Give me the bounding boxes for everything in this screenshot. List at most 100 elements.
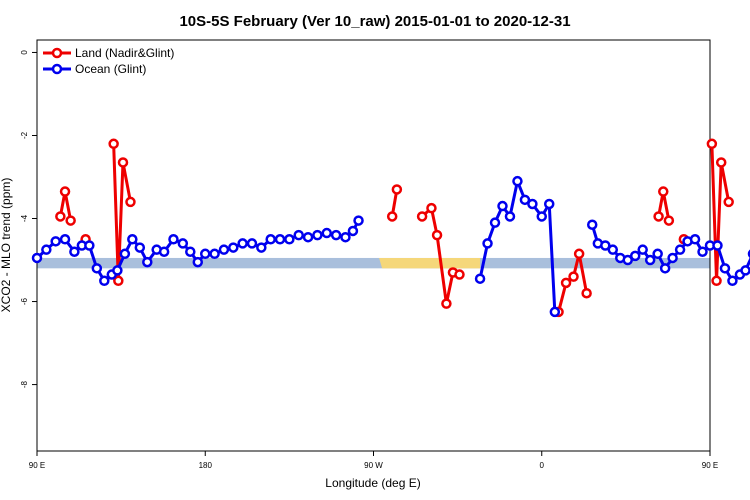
chart-title: 10S-5S February (Ver 10_raw) 2015-01-01 … [179, 13, 570, 30]
series-0-line-8 [710, 143, 731, 283]
series-1-point-0-31 [293, 229, 304, 241]
series-1-point-0-20 [192, 256, 204, 268]
series-1-point-1-10 [549, 306, 561, 318]
series-1-point-0-17 [168, 234, 179, 245]
series-1-point-0-24 [228, 242, 239, 253]
series-0-point-4-2 [431, 229, 443, 241]
series-0-point-4-3 [441, 298, 452, 309]
series-1-point-2-18 [719, 263, 731, 274]
series-1-point-0-37 [347, 225, 359, 237]
series-1-point-0-35 [330, 229, 342, 241]
series-1-point-1-6 [519, 194, 531, 206]
series-0-line-2 [112, 143, 132, 283]
series-1-point-0-11 [119, 248, 131, 260]
series-1-point-2-15 [697, 246, 708, 257]
x-tick-label-2: 90 W [364, 461, 383, 470]
series-1-point-0-36 [340, 231, 351, 243]
series-1-point-0-16 [158, 246, 170, 257]
series-1-point-0-7 [91, 263, 103, 274]
series-0-point-4-5 [454, 269, 465, 280]
series-1-point-0-18 [177, 238, 189, 249]
series-1-point-0-30 [284, 234, 295, 245]
series-0-point-8-0 [706, 138, 718, 150]
series-1-point-0-22 [209, 248, 220, 260]
series-1-point-1-1 [482, 238, 493, 249]
x-tick-label-4: 90 E [702, 461, 718, 470]
series-1-point-2-8 [644, 254, 656, 266]
series-1-point-0-34 [321, 227, 333, 239]
x-tick-label-3: 0 [540, 461, 545, 470]
series-0-point-3-0 [386, 211, 398, 222]
series-1-point-0-33 [312, 229, 323, 241]
series-0-point-6-0 [653, 211, 664, 222]
series-0-point-2-0 [108, 138, 119, 150]
ocean-band [37, 257, 710, 269]
series-1-point-2-9 [652, 248, 663, 260]
series-0-point-8-3 [723, 196, 734, 208]
series-1-point-0-13 [134, 242, 146, 253]
x-tick-label-0: 90 E [29, 461, 45, 470]
series-1-point-2-12 [674, 244, 686, 255]
series-1-point-0-28 [265, 234, 276, 245]
series-1-point-2-11 [667, 252, 678, 264]
series-1-point-2-3 [607, 244, 619, 255]
series-1-point-0-23 [218, 244, 230, 255]
y-tick-label-3: -6 [20, 297, 29, 305]
series-1-point-2-6 [629, 250, 641, 262]
series-0-point-0-2 [65, 215, 76, 226]
series-1-point-2-10 [659, 263, 671, 274]
series-0-point-2-2 [117, 157, 129, 168]
series-0-point-4-0 [416, 211, 428, 222]
series-1-point-2-21 [740, 265, 750, 276]
series-0-point-6-1 [658, 186, 669, 197]
series-0-point-2-3 [125, 196, 136, 208]
series-0-point-5-3 [573, 248, 585, 260]
series-1-point-2-0 [586, 219, 598, 230]
series-1 [31, 175, 750, 318]
series-1-point-2-5 [622, 254, 633, 266]
series-1-point-1-0 [474, 273, 486, 284]
series-1-point-0-4 [69, 246, 80, 257]
series-0-point-0-0 [55, 211, 66, 222]
legend-label-land: Land (Nadir&Glint) [75, 46, 174, 60]
series-0-point-8-2 [715, 157, 727, 168]
y-tick-label-1: -2 [20, 131, 29, 139]
series-0-point-0-1 [59, 186, 71, 197]
series-0-point-5-1 [560, 277, 572, 289]
series-1-point-0-21 [200, 248, 211, 260]
axis-ticks: 90 E 180 90 W 0 90 E 0 -2 -4 -6 -8 [20, 50, 718, 470]
series-1-point-0-38 [353, 215, 364, 226]
land-band-0 [379, 257, 481, 269]
series-0-point-3-1 [391, 184, 403, 195]
x-tick-label-1: 180 [199, 461, 213, 470]
series-1-point-0-14 [142, 256, 153, 268]
x-axis-label: Longitude (deg E) [325, 476, 420, 490]
series-1-point-0-25 [237, 238, 248, 249]
series-1-point-0-1 [41, 244, 52, 255]
legend: Land (Nadir&Glint) Ocean (Glint) [43, 46, 174, 76]
series-1-point-0-0 [31, 252, 43, 264]
series-1-point-1-2 [489, 217, 501, 228]
series-1-point-2-2 [600, 240, 611, 251]
series-1-line-0 [36, 219, 360, 283]
series-layer [31, 138, 750, 318]
background-band [37, 257, 710, 269]
series-1-point-2-7 [637, 244, 648, 255]
series-1-point-0-8 [99, 275, 110, 287]
y-axis-label: XCO2 - MLO trend (ppm) [0, 178, 13, 313]
series-0 [55, 138, 734, 318]
series-1-point-1-8 [536, 211, 547, 222]
series-0-point-8-1 [711, 275, 722, 287]
y-tick-label-2: -4 [20, 214, 29, 222]
series-1-point-0-12 [127, 234, 138, 245]
series-1-point-0-26 [246, 238, 258, 249]
series-1-point-0-19 [185, 246, 196, 257]
legend-marker-land [51, 47, 63, 59]
series-1-point-0-32 [302, 231, 314, 243]
legend-marker-ocean [51, 63, 63, 75]
y-tick-label-4: -8 [20, 380, 29, 388]
series-1-point-1-4 [504, 211, 516, 222]
y-tick-label-0: 0 [20, 50, 29, 55]
series-1-point-2-14 [689, 234, 701, 245]
series-1-point-1-3 [497, 200, 508, 212]
